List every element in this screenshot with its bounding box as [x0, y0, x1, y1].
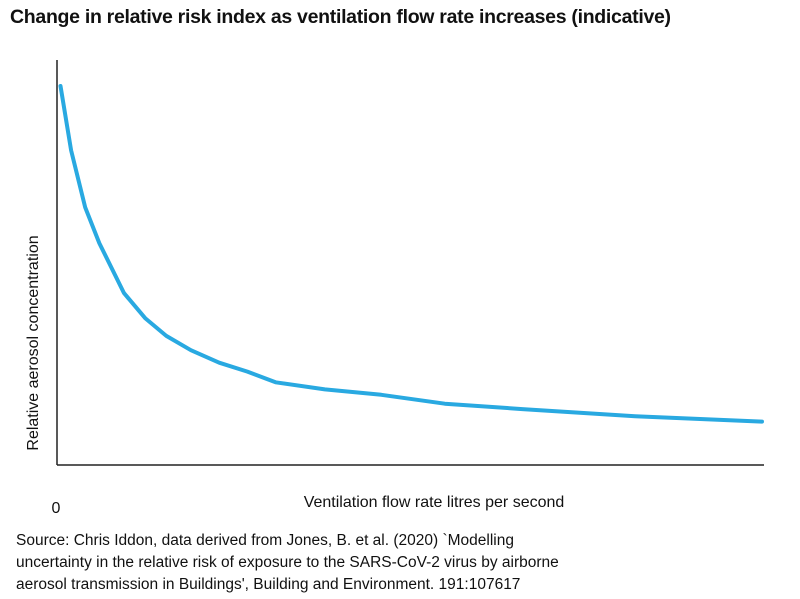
y-axis-label: Relative aerosol concentration — [25, 235, 42, 450]
source-line-1: Source: Chris Iddon, data derived from J… — [16, 532, 514, 549]
chart-title: Change in relative risk index as ventila… — [10, 6, 671, 28]
source-line-2: uncertainty in the relative risk of expo… — [16, 554, 559, 571]
source-line-3: aerosol transmission in Buildings', Buil… — [16, 576, 521, 593]
source-note: Source: Chris Iddon, data derived from J… — [16, 530, 786, 596]
series-line — [58, 84, 764, 424]
x-axis-label: Ventilation flow rate litres per second — [304, 494, 565, 511]
x-tick-label-0: 0 — [52, 500, 61, 517]
